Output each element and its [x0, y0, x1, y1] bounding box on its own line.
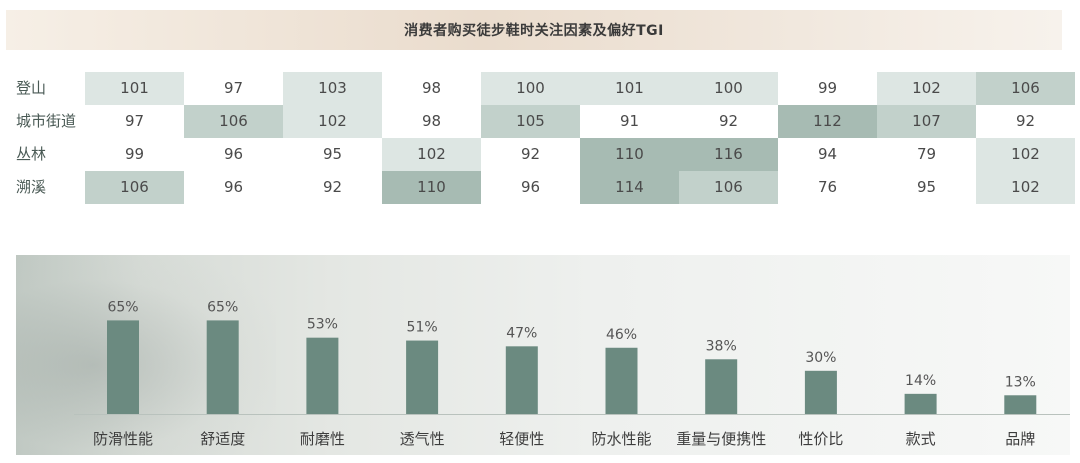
bar-chart: 65% 防滑性能 65% 舒适度 53% 耐磨性 51% 透气性 47% 轻便性 46% 防水性能 38… — [74, 299, 1070, 448]
tgi-row-label: 丛林 — [16, 145, 47, 163]
bar-value-label: 30% — [805, 350, 836, 366]
tgi-row: 丛林 99 96 95 102 92 110 116 94 79 102 — [0, 138, 1080, 171]
bar-value-label: 46% — [606, 327, 637, 343]
tgi-cell: 107 — [877, 105, 976, 138]
tgi-cell: 99 — [817, 79, 838, 97]
tgi-cell: 96 — [520, 178, 541, 196]
tgi-cell: 92 — [718, 112, 739, 130]
category-label: 耐磨性 — [300, 430, 345, 448]
tgi-cell: 102 — [283, 105, 382, 138]
tgi-cell: 100 — [481, 72, 580, 105]
category-label: 品牌 — [1005, 430, 1035, 448]
tgi-cell: 116 — [679, 138, 778, 171]
tgi-cell: 106 — [184, 105, 283, 138]
tgi-cell: 114 — [580, 171, 679, 204]
tgi-cell: 79 — [916, 145, 937, 163]
tgi-cell: 92 — [322, 178, 343, 196]
tgi-cell: 97 — [124, 112, 145, 130]
bar-value-label: 47% — [506, 325, 537, 341]
category-label: 防水性能 — [591, 430, 651, 448]
tgi-cell: 106 — [85, 171, 184, 204]
tgi-row: 城市街道 97 106 102 98 105 91 92 112 107 92 — [0, 105, 1080, 138]
bar-value-label: 14% — [905, 373, 936, 389]
tgi-cell: 91 — [619, 112, 640, 130]
category-label: 性价比 — [798, 430, 843, 448]
bar — [505, 346, 538, 414]
tgi-cell: 95 — [916, 178, 937, 196]
bar — [206, 320, 239, 414]
tgi-row: 登山 101 97 103 98 100 101 100 99 102 106 — [0, 72, 1080, 105]
tgi-cell: 112 — [778, 105, 877, 138]
tgi-cell: 95 — [322, 145, 343, 163]
bar-value-label: 65% — [107, 299, 138, 315]
tgi-cell: 98 — [421, 79, 442, 97]
tgi-cell: 103 — [283, 72, 382, 105]
tgi-cell: 101 — [85, 72, 184, 105]
bar — [107, 320, 139, 414]
tgi-row-label: 城市街道 — [16, 112, 77, 130]
tgi-cell: 94 — [817, 145, 838, 163]
tgi-cell: 99 — [124, 145, 145, 163]
tgi-cell: 102 — [976, 138, 1075, 171]
bar-value-label: 53% — [307, 317, 338, 333]
tgi-row-label: 溯溪 — [16, 178, 47, 196]
tgi-cell: 102 — [976, 171, 1075, 204]
bar — [306, 337, 339, 414]
bar — [605, 347, 638, 414]
bar — [904, 393, 937, 414]
bar-value-label: 65% — [207, 299, 238, 315]
tgi-cell: 106 — [679, 171, 778, 204]
category-label: 款式 — [906, 430, 936, 448]
category-label: 透气性 — [400, 430, 445, 448]
tgi-cell: 106 — [976, 72, 1075, 105]
tgi-cell: 76 — [817, 178, 838, 196]
tgi-row-label: 登山 — [16, 79, 47, 97]
bar — [804, 370, 837, 414]
bar-value-label: 38% — [706, 338, 737, 354]
category-label: 重量与便携性 — [676, 430, 766, 448]
tgi-cell: 98 — [421, 112, 442, 130]
tgi-cell: 92 — [520, 145, 541, 163]
tgi-cell: 97 — [223, 79, 244, 97]
tgi-cell: 110 — [382, 171, 481, 204]
category-label: 防滑性能 — [93, 430, 153, 448]
category-label: 舒适度 — [200, 430, 245, 448]
chart-title: 消费者购买徒步鞋时关注因素及偏好TGI — [404, 23, 664, 39]
category-label: 轻便性 — [499, 430, 544, 448]
chart-title-bar: 消费者购买徒步鞋时关注因素及偏好TGI — [6, 10, 1062, 50]
tgi-cell: 101 — [580, 72, 679, 105]
tgi-cell: 100 — [679, 72, 778, 105]
tgi-cell: 92 — [1015, 112, 1036, 130]
tgi-cell: 105 — [481, 105, 580, 138]
bar-value-label: 13% — [1005, 374, 1036, 390]
tgi-cell: 110 — [580, 138, 679, 171]
bar — [1004, 395, 1037, 414]
tgi-cell: 96 — [223, 145, 244, 163]
bar-chart-panel: 65% 防滑性能 65% 舒适度 53% 耐磨性 51% 透气性 47% 轻便性 46% 防水性能 38… — [16, 255, 1070, 455]
tgi-cell: 102 — [877, 72, 976, 105]
tgi-cell: 102 — [382, 138, 481, 171]
tgi-row: 溯溪 106 96 92 110 96 114 106 76 95 102 — [0, 171, 1080, 204]
bar — [705, 359, 738, 414]
bar-value-label: 51% — [407, 320, 438, 336]
tgi-cell: 96 — [223, 178, 244, 196]
bar — [406, 340, 439, 414]
